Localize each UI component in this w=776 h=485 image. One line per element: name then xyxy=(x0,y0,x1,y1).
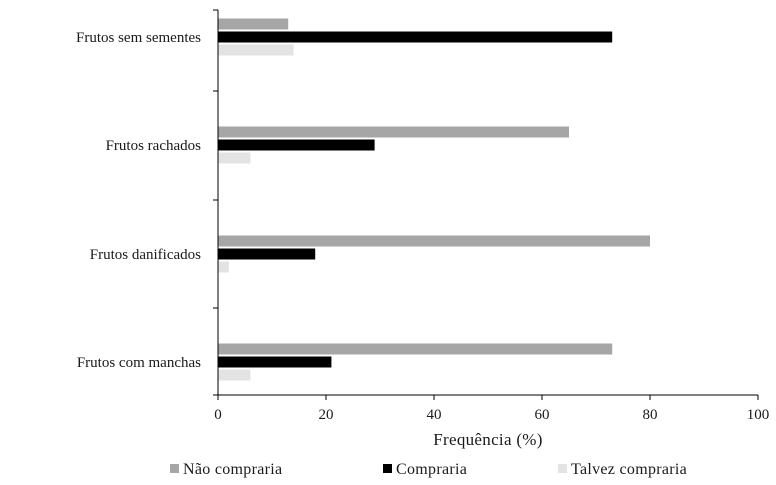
bar-2-2 xyxy=(218,261,229,273)
category-label-1: Frutos rachados xyxy=(106,138,202,154)
legend-label-2: Talvez compraria xyxy=(571,461,687,478)
legend-swatch-2 xyxy=(558,464,567,473)
bar-1-3 xyxy=(218,356,332,368)
x-tick-label-5: 100 xyxy=(747,407,770,423)
category-label-2: Frutos danificados xyxy=(90,247,201,263)
bar-2-0 xyxy=(218,44,294,56)
x-tick-label-1: 20 xyxy=(319,407,334,423)
legend-label-1: Compraria xyxy=(396,461,467,478)
bar-0-1 xyxy=(218,126,569,138)
bars-group xyxy=(218,18,650,381)
bar-1-2 xyxy=(218,248,316,260)
bar-1-1 xyxy=(218,139,375,151)
legend-swatch-1 xyxy=(383,464,392,473)
category-label-3: Frutos com manchas xyxy=(77,355,201,371)
category-labels-group: Frutos sem sementes Frutos rachados Frutos… xyxy=(76,30,201,371)
legend-swatch-0 xyxy=(170,464,179,473)
legend: Não compraria Compraria Talvez compraria xyxy=(170,461,687,478)
bar-0-3 xyxy=(218,343,613,355)
category-label-0: Frutos sem sementes xyxy=(76,30,201,46)
x-ticks-group: 0 20 40 60 80 100 xyxy=(213,9,770,423)
bar-2-1 xyxy=(218,152,251,164)
bar-0-2 xyxy=(218,235,650,247)
x-tick-label-4: 80 xyxy=(643,407,658,423)
x-axis-title: Frequência (%) xyxy=(433,430,542,449)
bar-1-0 xyxy=(218,31,613,43)
x-tick-label-3: 60 xyxy=(535,407,550,423)
bar-0-0 xyxy=(218,18,289,30)
x-tick-label-0: 0 xyxy=(214,407,222,423)
bar-2-3 xyxy=(218,369,251,381)
legend-label-0: Não compraria xyxy=(183,461,282,478)
x-tick-label-2: 40 xyxy=(427,407,442,423)
